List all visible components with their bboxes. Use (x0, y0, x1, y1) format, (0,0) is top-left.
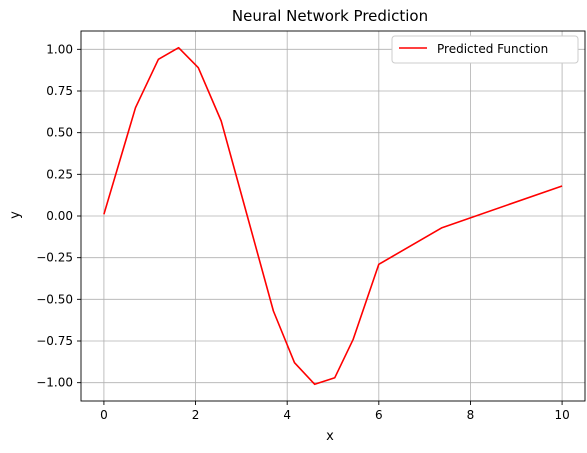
chart-title: Neural Network Prediction (232, 7, 428, 25)
grid (81, 31, 585, 401)
y-tick-label-1-00: 1.00 (46, 42, 73, 56)
y-tick-label-minus-0-50: −0.50 (36, 292, 73, 306)
y-tick-label-0-00: 0.00 (46, 209, 73, 223)
series-line-predicted-function (103, 46, 563, 386)
legend-box (391, 35, 579, 64)
ticks: 0 2 4 6 8 10 1.00 0.75 0.50 0.25 0.00 −0.25 −0.50 −0.… (36, 42, 570, 422)
series-layer (103, 46, 563, 386)
x-tick-label-4: 4 (283, 408, 291, 422)
y-tick-label-minus-0-25: −0.25 (36, 251, 73, 265)
y-tick-label-minus-1-00: −1.00 (36, 376, 73, 390)
y-tick-label-0-50: 0.50 (46, 126, 73, 140)
x-tick-label-2: 2 (192, 408, 200, 422)
y-axis-label: y (8, 211, 23, 219)
legend-label-predicted-function: Predicted Function (437, 42, 548, 56)
x-tick-label-10: 10 (554, 408, 569, 422)
legend: Predicted Function (391, 35, 579, 64)
y-tick-label-0-75: 0.75 (46, 84, 73, 98)
x-tick-label-8: 8 (467, 408, 475, 422)
x-tick-label-6: 6 (375, 408, 383, 422)
y-tick-label-minus-0-75: −0.75 (36, 334, 73, 348)
y-tick-label-0-25: 0.25 (46, 167, 73, 181)
x-tick-label-0: 0 (100, 408, 108, 422)
x-axis-label: x (326, 429, 334, 444)
